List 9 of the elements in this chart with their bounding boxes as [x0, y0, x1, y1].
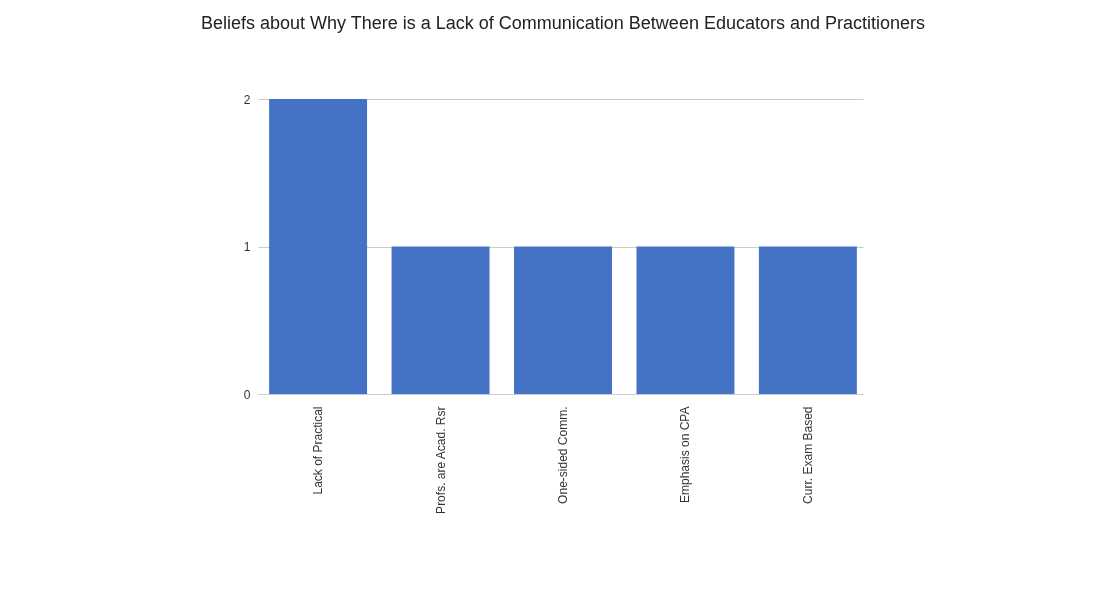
- x-tick-label: Profs. are Acad. Rsr: [433, 406, 448, 514]
- x-tick-label: One-sided Comm.: [556, 406, 570, 504]
- y-tick-label: 0: [243, 387, 251, 402]
- x-tick-label: Curr. Exam Based: [800, 406, 815, 504]
- chart-title: Beliefs about Why There is a Lack of Communication Between Educators and Practitioners: [200, 13, 926, 33]
- y-tick-label: 1: [243, 240, 251, 254]
- x-tick-label: Lack of Practical: [311, 406, 326, 495]
- x-tick-label: Emphasis on CPA: [678, 406, 693, 503]
- y-tick-label: 2: [243, 92, 251, 107]
